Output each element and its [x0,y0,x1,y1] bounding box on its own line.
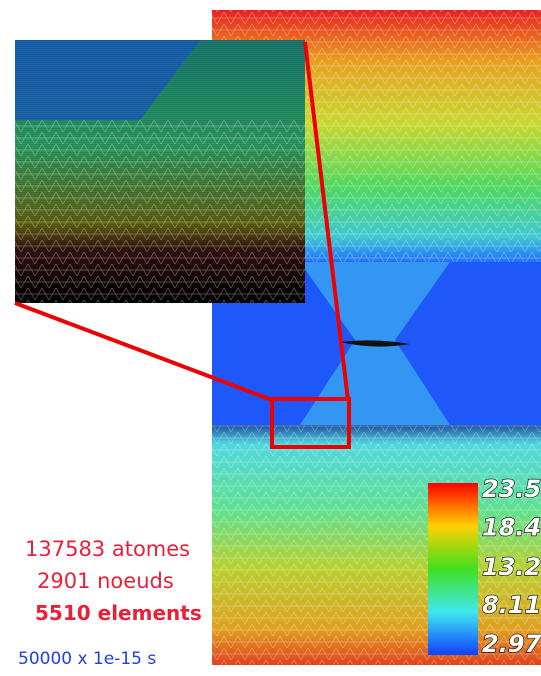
time-label: 50000 x 1e-15 s [18,649,156,669]
colorbar-tick-label: 8.11 [482,591,541,619]
colorbar-tick-label: 18.4 [482,514,541,542]
colorbar-tick-label: 23.5 [482,475,541,503]
zoom-inset [15,40,305,303]
nodes-count: 2901 noeuds [37,569,174,593]
colorbar-tick-label: 13.2 [482,553,541,581]
atoms-count: 137583 atomes [25,537,190,561]
colorbar-tick-label: 2.97 [482,630,541,658]
elements-count: 5510 elements [35,601,202,625]
colorbar [428,483,478,655]
screenshot: 23.5 18.4 13.2 8.11 2.97 137583 atomes 2901 … [0,0,541,676]
